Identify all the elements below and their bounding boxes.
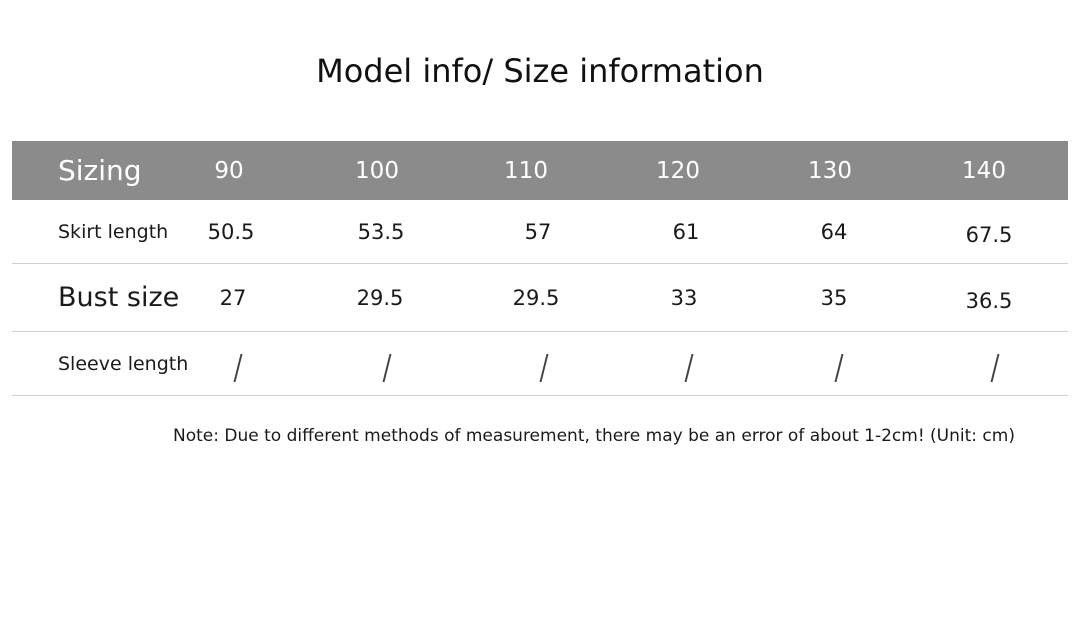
table-header-row: Sizing 90 100 110 120 130 140 <box>12 141 1068 200</box>
table-cell-empty <box>494 332 594 395</box>
table-cell: 36.5 <box>965 288 1013 313</box>
slash-mark <box>834 353 844 382</box>
header-size-130: 130 <box>808 157 852 184</box>
table-cell: 35 <box>820 285 848 310</box>
page-title: Model info/ Size information <box>316 52 764 90</box>
table-cell-empty <box>188 332 288 395</box>
row-label: Sleeve length <box>58 352 189 375</box>
header-size-100: 100 <box>355 157 399 184</box>
slash-mark <box>382 353 392 382</box>
header-size-120: 120 <box>656 157 700 184</box>
table-cell: 33 <box>670 285 698 310</box>
table-cell-empty <box>945 332 1045 395</box>
slash-mark <box>539 353 549 382</box>
table-cell: 64 <box>820 219 848 244</box>
header-label: Sizing <box>58 154 142 187</box>
table-cell-empty <box>639 332 739 395</box>
table-cell: 29.5 <box>512 285 560 310</box>
header-size-90: 90 <box>214 157 244 184</box>
table-cell: 27 <box>219 285 247 310</box>
header-size-140: 140 <box>962 157 1006 184</box>
table-cell: 61 <box>672 219 700 244</box>
table-row-bust-size: Bust size 27 29.5 29.5 33 35 36.5 <box>12 264 1068 332</box>
slash-mark <box>990 353 1000 382</box>
slash-mark <box>233 353 243 382</box>
table-row-sleeve-length: Sleeve length <box>12 332 1068 396</box>
size-table: Sizing 90 100 110 120 130 140 Skirt leng… <box>12 141 1068 396</box>
table-row-skirt-length: Skirt length 50.5 53.5 57 61 64 67.5 <box>12 200 1068 264</box>
table-cell: 57 <box>524 219 552 244</box>
header-size-110: 110 <box>504 157 548 184</box>
table-cell: 50.5 <box>207 219 255 244</box>
table-cell: 67.5 <box>965 222 1013 247</box>
row-label: Bust size <box>58 282 180 313</box>
table-cell-empty <box>789 332 889 395</box>
row-label: Skirt length <box>58 220 169 243</box>
measurement-note: Note: Due to different methods of measur… <box>173 426 1015 446</box>
table-cell: 29.5 <box>356 285 404 310</box>
table-cell-empty <box>337 332 437 395</box>
slash-mark <box>684 353 694 382</box>
table-cell: 53.5 <box>357 219 405 244</box>
